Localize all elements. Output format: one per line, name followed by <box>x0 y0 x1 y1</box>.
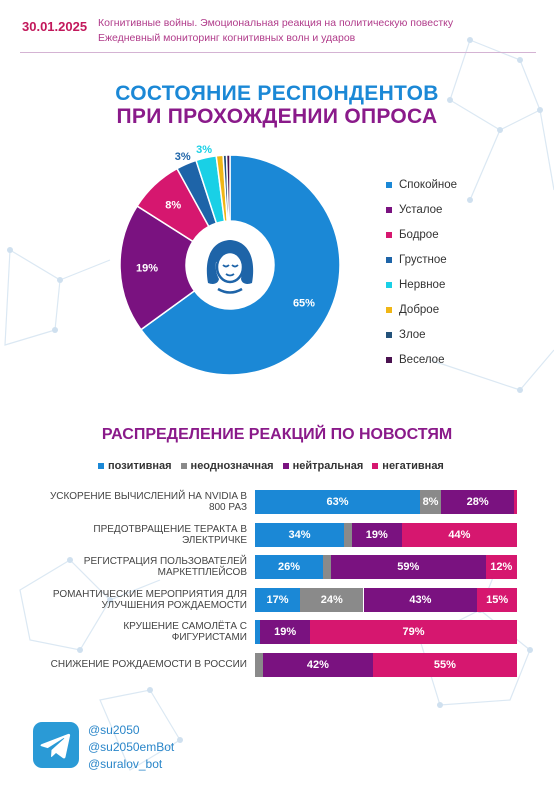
donut-title-line1: СОСТОЯНИЕ РЕСПОНДЕНТОВ <box>115 82 439 105</box>
bar-segment: 55% <box>372 652 517 677</box>
legend-item: Веселое <box>386 347 546 372</box>
bars-legend-swatch <box>98 463 104 469</box>
bar-segment: 28% <box>441 490 515 514</box>
row-label: Ускорение вычислений на Nvidia в 800 раз <box>49 491 247 513</box>
bar-segment: 8% <box>420 490 441 514</box>
handle-link[interactable]: @su2050emBot <box>88 740 175 754</box>
row-label: Крушение самолёта с фигуристами <box>123 621 247 643</box>
bar-segment: 17% <box>255 587 300 612</box>
legend-label: Нервное <box>399 278 446 291</box>
legend-item: Грустное <box>386 247 546 272</box>
legend-swatch <box>386 181 392 188</box>
bar-segment: 24% <box>299 587 364 612</box>
report-date: 30.01.2025 <box>22 19 88 34</box>
donut-slice-label: 8% <box>165 199 181 211</box>
bars-legend-item: негативная <box>372 460 444 472</box>
bars-legend-item: неоднозначная <box>180 460 274 472</box>
bars-legend-label: негативная <box>382 460 444 472</box>
handle-link[interactable]: @suralov_bot <box>88 757 163 771</box>
donut-chart: 65% 19% 8% 3% 3% <box>119 144 341 376</box>
bar-segment: 42% <box>262 652 373 677</box>
legend-swatch <box>386 281 392 288</box>
legend-item: Бодрое <box>386 222 546 247</box>
legend-item: Нервное <box>386 272 546 297</box>
bar-segment <box>344 522 352 547</box>
legend-swatch <box>386 306 392 313</box>
header-divider <box>20 52 536 53</box>
bar-segment: 19% <box>351 522 402 547</box>
handle-link[interactable]: @su2050 <box>88 723 140 737</box>
bars-legend: позитивная неоднозначная нейтральная негати… <box>98 460 453 472</box>
bars-legend-item: позитивная <box>98 460 172 472</box>
bars-legend-label: нейтральная <box>292 460 364 472</box>
legend-item: Доброе <box>386 297 546 322</box>
bars-legend-swatch <box>372 463 379 469</box>
bar-segment: 44% <box>401 522 517 547</box>
legend-label: Спокойное <box>399 178 458 191</box>
legend-label: Веселое <box>399 353 445 366</box>
legend-label: Бодрое <box>399 228 439 241</box>
bar-segment <box>323 555 331 579</box>
legend-swatch <box>386 331 392 338</box>
bar-segment <box>514 490 517 514</box>
bar-segment: 43% <box>363 587 478 612</box>
bar-segment: 15% <box>477 587 517 612</box>
donut-slice-label: 3% <box>196 144 212 156</box>
header-subtitle: Ежедневный мониторинг когнитивных волн и… <box>98 32 356 44</box>
legend-item: Усталое <box>386 197 546 222</box>
bars-legend-label: неоднозначная <box>190 460 274 472</box>
donut-slice-0 <box>139 154 341 376</box>
donut-legend: Спокойное Усталое Бодрое Грустное Нервное Доб… <box>386 172 546 372</box>
face-icon <box>196 231 264 299</box>
bar-segment <box>255 652 263 677</box>
bars-title: РАСПРЕДЕЛЕНИЕ РЕАКЦИЙ ПО НОВОСТЯМ <box>101 426 453 443</box>
bar-segment: 26% <box>255 555 324 579</box>
row-label: Романтические мероприятия для улучшения р… <box>52 588 247 611</box>
legend-item: Спокойное <box>386 172 546 197</box>
bar-segment: 79% <box>310 620 517 644</box>
legend-swatch <box>386 206 392 213</box>
legend-label: Злое <box>399 328 426 341</box>
footer-handles: @su2050 @su2050emBot @suralov_bot <box>88 722 174 773</box>
legend-label: Грустное <box>399 253 447 266</box>
legend-swatch <box>386 231 392 238</box>
donut-slice-1 <box>119 205 196 331</box>
bars-legend-swatch <box>180 463 187 469</box>
bars-legend-item: нейтральная <box>282 460 364 472</box>
row-label: Предотвращение теракта в Электричке <box>93 523 247 546</box>
donut-slice-label: 65% <box>293 298 315 310</box>
header-title: Когнитивные войны. Эмоциональная реакция… <box>98 17 454 29</box>
telegram-icon <box>33 722 79 768</box>
legend-swatch <box>386 356 392 363</box>
donut-slice-label: 3% <box>175 151 191 163</box>
bar-segment: 63% <box>255 490 421 514</box>
legend-item: Злое <box>386 322 546 347</box>
bars-legend-swatch <box>282 463 289 469</box>
legend-label: Усталое <box>399 203 443 216</box>
donut-slice-7 <box>225 154 231 222</box>
bar-segment: 12% <box>485 555 517 579</box>
bar-segment: 34% <box>255 522 345 547</box>
row-label: Снижение рождаемости в России <box>50 659 247 670</box>
bar-segment: 19% <box>260 620 310 644</box>
donut-slice-label: 19% <box>136 263 158 275</box>
legend-swatch <box>386 256 392 263</box>
bars-legend-label: позитивная <box>108 460 172 472</box>
donut-title-line2: ПРИ ПРОХОЖДЕНИИ ОПРОСА <box>116 105 438 128</box>
legend-label: Доброе <box>399 303 440 316</box>
header: 30.01.2025 Когнитивные войны. Эмоциональ… <box>0 0 554 56</box>
row-label: Регистрация пользователей маркетплейсов <box>83 556 247 578</box>
bar-segment <box>255 620 261 644</box>
bar-segment: 59% <box>330 555 486 579</box>
